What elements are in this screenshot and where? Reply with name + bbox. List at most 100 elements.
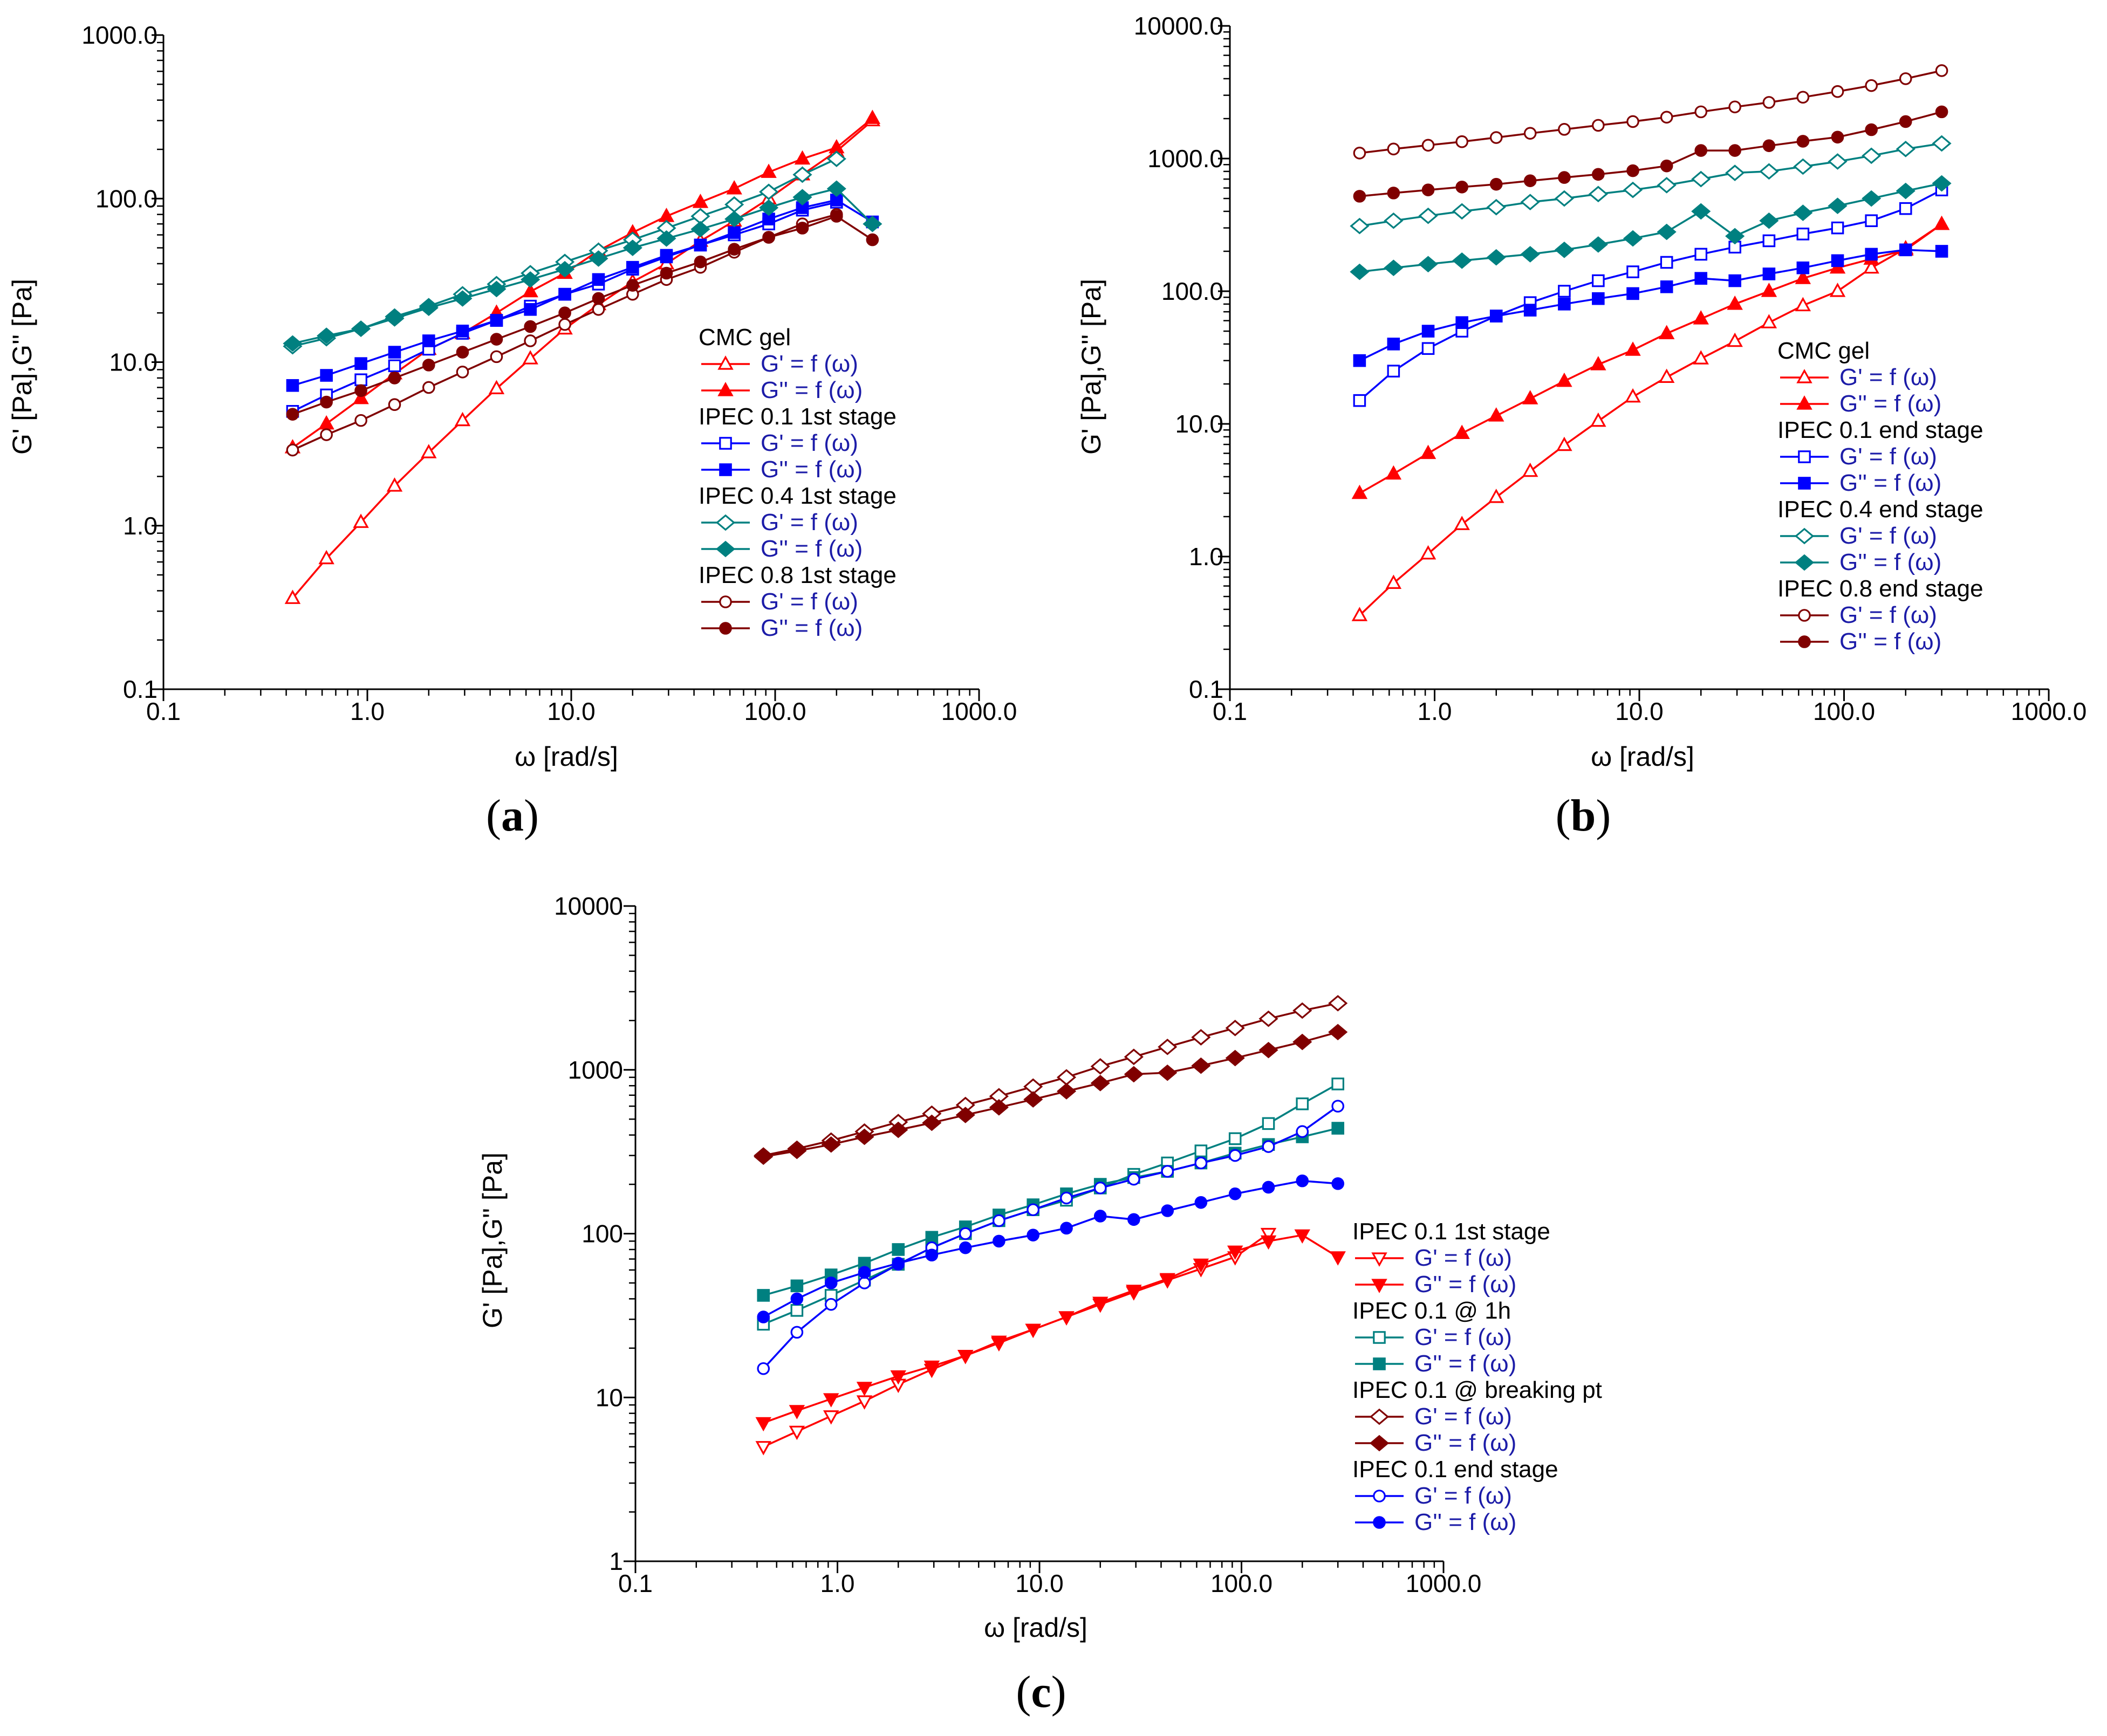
series-ipec-0-1-breaking-pt-g2-point <box>1090 1075 1110 1092</box>
series-cmc-gel-g1-point <box>1863 259 1879 274</box>
series-ipec-0-4-end-stage-g1-point <box>1350 217 1370 235</box>
series-cmc-gel-g2-point <box>1727 295 1743 310</box>
series-ipec-0-1-end-stage-g2-point <box>1728 274 1741 287</box>
y-axis-label: G' [Pa],G'' [Pa] <box>477 1152 508 1328</box>
series-ipec-0-8-1st-stage-g1-point <box>558 318 571 331</box>
series-ipec-0-1-breaking-pt-g2-point <box>1023 1091 1043 1108</box>
chart-panel-b: 0.1 1.0 10.0 100.0 1000.0 0.1 1.0 10.0 100.0 1000… <box>1076 12 2087 841</box>
series-ipec-0-1-1st-stage-g1-point <box>354 373 367 387</box>
legend-group-title: IPEC 0.4 end stage <box>1777 496 1983 523</box>
legend-entry-label: G'' = f (ω) <box>761 536 863 562</box>
series-ipec-0-4-1st-stage-g2-point <box>792 189 812 205</box>
series-ipec-0-1-1st-stage-g2-point <box>1058 1311 1075 1326</box>
series-ipec-0-8-end-stage-g2-point <box>1728 144 1741 157</box>
series-ipec-0-4-end-stage-g1-point <box>1486 198 1506 216</box>
legend-group-title: CMC gel <box>699 324 791 351</box>
series-ipec-0-8-end-stage-g1-point <box>1455 135 1468 148</box>
series-ipec-0-4-end-stage-g2-point <box>1623 230 1643 247</box>
series-ipec-0-1-end-stage-g1-point <box>1127 1172 1140 1186</box>
series-cmc-gel-g1-point <box>1556 436 1572 451</box>
series-ipec-0-8-end-stage-g2-point <box>1865 123 1878 136</box>
legend-entry-label: G' = f (ω) <box>1414 1324 1512 1350</box>
series-ipec-0-1-breaking-pt-g2-point <box>754 1148 774 1165</box>
legend-swatch-marker <box>1796 395 1812 410</box>
series-cmc-gel-g1-point <box>1522 462 1538 477</box>
series-ipec-0-8-1st-stage-g2-point <box>796 222 809 235</box>
series-ipec-0-4-end-stage-g2-point <box>1862 190 1882 207</box>
legend-entry-label: G'' = f (ω) <box>1839 470 1941 496</box>
series-ipec-0-1-breaking-pt-g2-point <box>821 1136 841 1153</box>
series-cmc-gel-g2-point <box>1658 325 1675 340</box>
series-ipec-0-4-1st-stage-g2-point <box>283 335 303 352</box>
y-axis-label: G' [Pa],G'' [Pa] <box>7 279 37 455</box>
series-ipec-0-8-end-stage-g1-point <box>1489 131 1503 144</box>
series-ipec-0-8-end-stage-g1-point <box>1694 105 1708 119</box>
legend-swatch-marker <box>1373 1516 1386 1529</box>
y-tick-label: 100.0 <box>95 184 158 212</box>
series-ipec-0-8-end-stage-g2-point <box>1387 187 1400 200</box>
series-ipec-0-8-1st-stage-g2-point <box>558 306 571 320</box>
series-ipec-0-8-1st-stage-g2-point <box>286 408 299 421</box>
series-cmc-gel-g2-point <box>1933 215 1950 230</box>
series-ipec-0-8-end-stage-g1-point <box>1899 72 1912 85</box>
series-ipec-0-8-end-stage-g2-point <box>1626 164 1639 177</box>
series-ipec-0-8-1st-stage-g1-point <box>422 381 435 394</box>
series-cmc-gel-g1-point <box>522 350 538 365</box>
x-axis-label: ω [rad/s] <box>1591 742 1694 772</box>
series-ipec-0-1-end-stage-g2-point <box>1455 316 1468 329</box>
series-cmc-gel-g2-point <box>1420 444 1436 459</box>
series-ipec-0-1-1st-stage-g2-point <box>890 1370 906 1385</box>
series-cmc-gel-g1-point <box>1658 368 1675 383</box>
series-ipec-0-1-end-stage-g2-point <box>1660 280 1673 293</box>
series-ipec-0-1-end-stage-g2-point <box>1127 1213 1140 1226</box>
series-ipec-0-4-1st-stage-g2-point <box>863 215 883 232</box>
series-ipec-0-4-end-stage-g2-point <box>1896 182 1916 200</box>
series-ipec-0-1-1st-stage-g2-point <box>1330 1251 1346 1266</box>
series-ipec-0-8-end-stage-g1-point <box>1626 115 1639 128</box>
series-ipec-0-1-end-stage-g2-point <box>1592 292 1605 305</box>
legend-swatch-marker <box>717 355 734 370</box>
series-ipec-0-4-end-stage-g1-point <box>1452 203 1472 220</box>
series-cmc-gel-g2-point <box>726 180 742 195</box>
legend-swatch-marker <box>1369 1408 1390 1425</box>
series-ipec-0-1-1h-g1-point <box>790 1304 804 1317</box>
series-ipec-0-1-end-stage-g1-point <box>1831 221 1844 235</box>
series-ipec-0-8-end-stage-g2-point <box>1558 171 1571 184</box>
series-ipec-0-1-1st-stage-g2-point <box>456 324 469 338</box>
series-ipec-0-1-1st-stage-g2-point <box>1227 1245 1243 1260</box>
series-ipec-0-1-breaking-pt-g2-point <box>1225 1049 1245 1067</box>
series-ipec-0-4-end-stage-g1-point <box>1520 194 1540 210</box>
series-ipec-0-1-1st-stage-g1-point <box>388 359 401 373</box>
series-ipec-0-8-end-stage-g1-point <box>1523 127 1537 140</box>
series-ipec-0-1-breaking-pt-g1-point <box>1328 994 1348 1012</box>
series-ipec-0-4-1st-stage-g1-point <box>792 166 812 183</box>
series-ipec-0-1-1st-stage-g2-point <box>320 369 333 382</box>
series-ipec-0-1-end-stage-g2-point <box>1899 243 1912 257</box>
legend-group-title: IPEC 0.1 @ breaking pt <box>1352 1377 1602 1403</box>
series-cmc-gel-g2-point <box>1488 407 1504 422</box>
y-tick-label: 10 <box>596 1383 623 1411</box>
series-ipec-0-1-1st-stage-g2-point <box>957 1350 974 1364</box>
series-ipec-0-8-end-stage-g1-point <box>1762 96 1776 109</box>
series-ipec-0-1-1st-stage-g1-point <box>823 1410 839 1425</box>
series-cmc-gel-g1-point <box>284 589 301 604</box>
legend-group-title: IPEC 0.4 1st stage <box>699 483 897 509</box>
series-ipec-0-1-breaking-pt-g2-point <box>854 1128 874 1145</box>
series-ipec-0-4-end-stage-g1-point <box>1932 135 1952 152</box>
series-ipec-0-1-end-stage-g2-point <box>1421 325 1435 338</box>
legend-swatch-marker <box>1373 1331 1386 1344</box>
series-ipec-0-1-end-stage-g1-point <box>1421 342 1435 355</box>
series-ipec-0-4-end-stage-g1-point <box>1384 212 1404 229</box>
series-ipec-0-1-end-stage-g2-point <box>1387 338 1400 351</box>
series-ipec-0-4-1st-stage-g2-point <box>351 320 371 337</box>
series-ipec-0-1-end-stage-g1-point <box>757 1362 770 1375</box>
series-ipec-0-8-1st-stage-g2-point <box>728 243 741 256</box>
legend-swatch-marker <box>717 382 734 396</box>
y-tick-label: 100 <box>582 1220 623 1248</box>
series-ipec-0-4-end-stage-g2-point <box>1691 203 1711 220</box>
series-ipec-0-1-breaking-pt-g2-point <box>955 1107 975 1123</box>
